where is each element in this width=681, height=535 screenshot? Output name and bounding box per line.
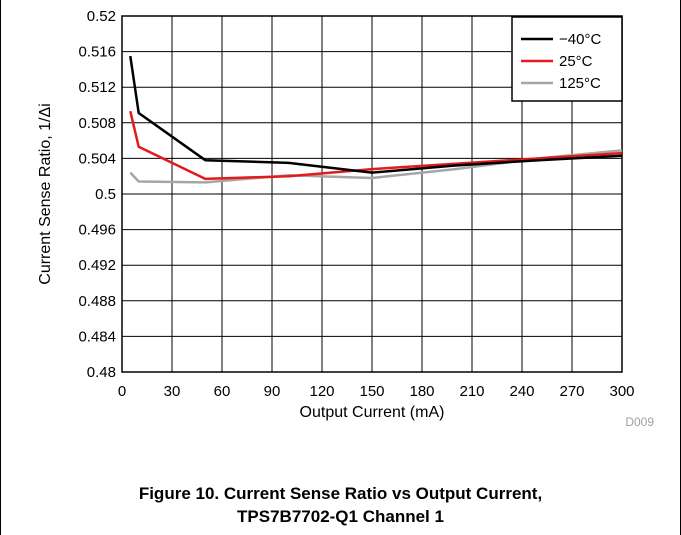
legend-label: 25°C [559, 53, 593, 70]
x-tick-label: 0 [118, 383, 126, 400]
x-tick-label: 270 [559, 383, 584, 400]
y-tick-label: 0.512 [78, 79, 116, 96]
y-tick-label: 0.508 [78, 115, 116, 132]
frame-left-border [0, 0, 1, 535]
series-lines [129, 55, 623, 184]
x-tick-label: 240 [509, 383, 534, 400]
y-tick-label: 0.516 [78, 44, 116, 61]
y-tick-label: 0.492 [78, 257, 116, 274]
legend-box [511, 16, 623, 102]
y-axis-label: Current Sense Ratio, 1/Δi [37, 103, 54, 284]
x-tick-label: 210 [459, 383, 484, 400]
y-tick-label: 0.48 [87, 364, 116, 381]
x-tick-labels: 0 30 60 90 120 150 180 210 240 270 300 [118, 383, 635, 400]
x-tick-label: 120 [309, 383, 334, 400]
y-tick-label: 0.5 [95, 186, 116, 203]
series-line [129, 110, 623, 181]
y-tick-label: 0.496 [78, 222, 116, 239]
caption-line-1: Figure 10. Current Sense Ratio vs Output… [138, 484, 543, 503]
chart: 0.48 0.484 0.488 0.492 0.496 0.5 0.504 0.508 0.5… [37, 8, 654, 429]
x-axis-label: Output Current (mA) [300, 404, 445, 421]
plot-border [121, 15, 623, 373]
legend: −40°C 25°C 125°C [511, 16, 623, 102]
x-tick-label: 150 [359, 383, 384, 400]
y-tick-label: 0.52 [87, 8, 116, 25]
y-tick-label: 0.504 [78, 150, 116, 167]
figure-code: D009 [625, 415, 654, 429]
x-tick-label: 30 [164, 383, 181, 400]
caption-line-2: TPS7B7702-Q1 Channel 1 [237, 507, 444, 526]
x-tick-label: 90 [264, 383, 281, 400]
x-tick-label: 300 [609, 383, 634, 400]
legend-label: 125°C [559, 75, 601, 92]
y-tick-labels: 0.48 0.484 0.488 0.492 0.496 0.5 0.504 0.508 0.5… [78, 8, 116, 381]
y-tick-label: 0.484 [78, 328, 116, 345]
legend-label: −40°C [559, 31, 601, 48]
series-line [129, 55, 623, 174]
x-tick-label: 60 [214, 383, 231, 400]
x-tick-label: 180 [409, 383, 434, 400]
y-tick-label: 0.488 [78, 293, 116, 310]
